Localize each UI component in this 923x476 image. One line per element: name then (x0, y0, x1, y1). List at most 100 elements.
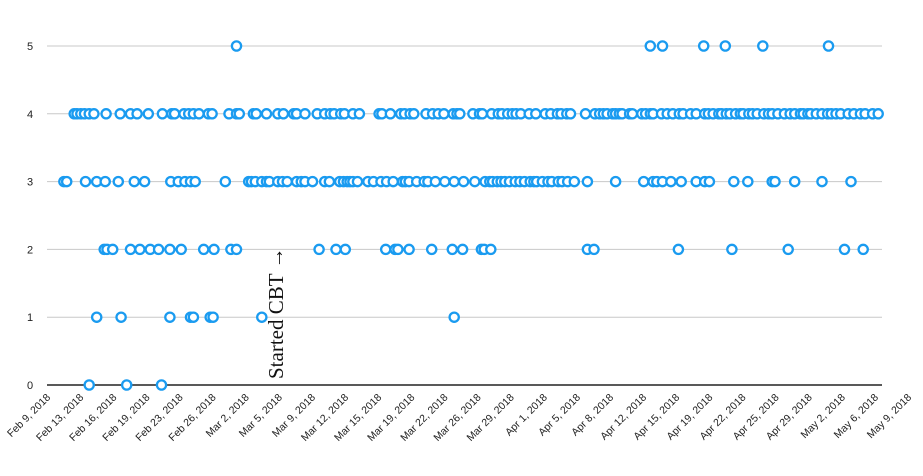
data-point (448, 175, 460, 188)
data-point (392, 243, 404, 256)
data-point (530, 108, 542, 120)
data-point (156, 108, 169, 120)
data-point (446, 243, 459, 256)
data-point (120, 379, 133, 391)
data-point (581, 175, 594, 188)
data-point (106, 243, 119, 256)
data-point (100, 108, 112, 120)
data-point (816, 175, 828, 188)
data-point (114, 108, 126, 120)
data-point (88, 108, 100, 120)
data-point (568, 175, 581, 188)
data-point (142, 108, 155, 120)
data-point (726, 243, 738, 256)
data-point (857, 243, 869, 256)
y-tick-label: 2 (27, 244, 33, 256)
data-point (469, 175, 481, 188)
data-point (476, 108, 489, 120)
data-point (588, 243, 600, 256)
data-point (313, 243, 325, 256)
data-point (230, 243, 243, 256)
data-point (193, 108, 205, 120)
data-point (703, 175, 716, 188)
data-point (124, 243, 137, 256)
data-point (439, 175, 451, 188)
data-point (138, 175, 151, 188)
data-point (788, 175, 801, 188)
data-point (403, 243, 415, 256)
data-point (579, 108, 592, 120)
data-points (58, 40, 884, 391)
data-point (323, 175, 336, 188)
data-point (164, 311, 176, 323)
data-point (112, 175, 125, 188)
data-point (339, 243, 352, 256)
data-point (384, 108, 397, 120)
data-point (128, 175, 141, 188)
data-point (233, 108, 246, 120)
data-point (838, 243, 851, 256)
data-point (769, 175, 781, 188)
gridlines (47, 45, 882, 386)
data-point (189, 175, 201, 188)
data-point (438, 108, 450, 120)
data-point (256, 311, 268, 323)
data-point (564, 108, 577, 120)
data-point (175, 243, 187, 256)
data-point (351, 175, 364, 188)
y-tick-label: 4 (27, 109, 33, 121)
data-point (152, 243, 165, 256)
data-point (197, 243, 210, 256)
y-tick-label: 3 (27, 177, 33, 189)
y-tick-label: 5 (27, 41, 33, 53)
data-point (260, 108, 273, 120)
data-point (872, 108, 884, 120)
data-point (429, 175, 442, 188)
data-point (168, 108, 181, 120)
data-point (408, 108, 420, 120)
data-point (281, 175, 293, 188)
data-point (845, 175, 857, 188)
data-point (299, 108, 311, 120)
data-point (448, 311, 460, 323)
data-point (757, 40, 769, 52)
data-point (250, 108, 262, 120)
y-tick-label: 1 (27, 312, 33, 324)
data-point (719, 40, 732, 52)
annotation-text: Started CBT → (264, 248, 288, 379)
data-point (353, 108, 366, 120)
data-point (155, 379, 168, 391)
data-point (697, 40, 710, 52)
data-point (626, 108, 639, 120)
data-point (665, 175, 677, 188)
data-point (672, 243, 685, 256)
data-point (742, 175, 754, 188)
data-point (187, 311, 200, 323)
data-point (782, 243, 794, 256)
data-point (219, 175, 232, 188)
data-point (90, 311, 103, 323)
data-point (206, 108, 218, 120)
data-point (60, 175, 73, 188)
y-tick-label: 0 (27, 380, 33, 392)
data-point (164, 243, 176, 256)
data-point (485, 243, 497, 256)
data-point (644, 40, 657, 52)
data-point (79, 175, 92, 188)
data-point (306, 175, 319, 188)
data-point (83, 379, 95, 391)
data-point (131, 108, 143, 120)
data-point (387, 175, 399, 188)
data-point (208, 243, 220, 256)
data-point (379, 243, 392, 256)
data-point (230, 40, 243, 52)
data-point (99, 175, 111, 188)
data-point (609, 175, 622, 188)
data-point (456, 243, 469, 256)
data-point (822, 40, 835, 52)
started-cbt-annotation: Started CBT → (264, 248, 288, 379)
data-point (330, 243, 342, 256)
data-point (457, 175, 470, 188)
data-point (134, 243, 146, 256)
